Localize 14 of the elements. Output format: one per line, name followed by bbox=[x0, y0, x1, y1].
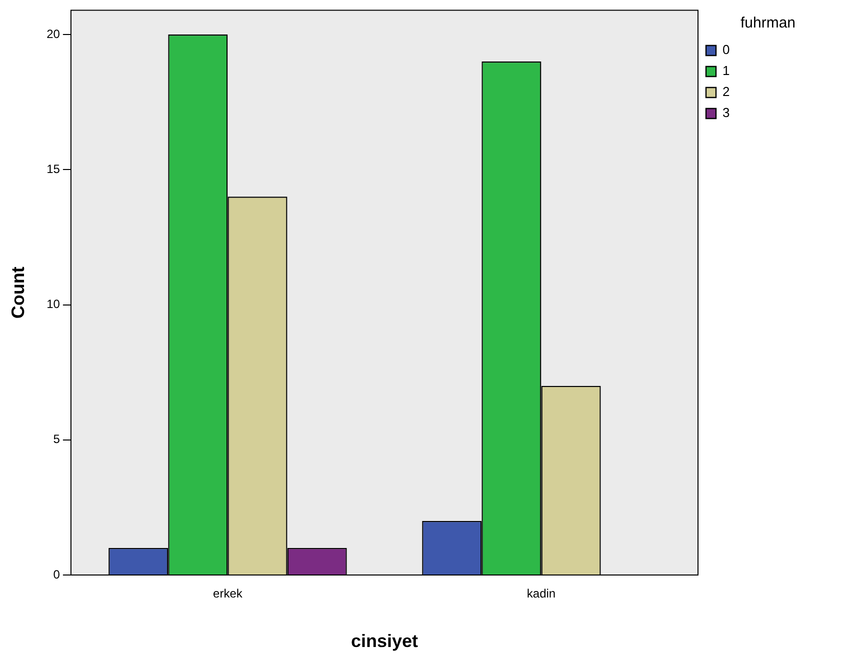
y-tick-label: 5 bbox=[53, 432, 60, 446]
y-tick-label: 20 bbox=[46, 26, 60, 41]
legend-label: 0 bbox=[722, 42, 730, 58]
y-tick-label: 0 bbox=[53, 567, 60, 582]
y-tick-label: 10 bbox=[46, 297, 60, 312]
x-tick-label: erkek bbox=[213, 586, 244, 601]
x-tick-label: kadin bbox=[526, 586, 556, 601]
legend-label: 2 bbox=[722, 84, 730, 100]
legend-label: 1 bbox=[722, 63, 730, 78]
x-axis-title: cinsiyet bbox=[350, 631, 418, 652]
legend-label: 3 bbox=[722, 105, 730, 120]
y-tick-label: 15 bbox=[46, 162, 60, 176]
legend-title: fuhrman bbox=[740, 14, 796, 32]
y-axis-title: Count bbox=[8, 266, 28, 319]
